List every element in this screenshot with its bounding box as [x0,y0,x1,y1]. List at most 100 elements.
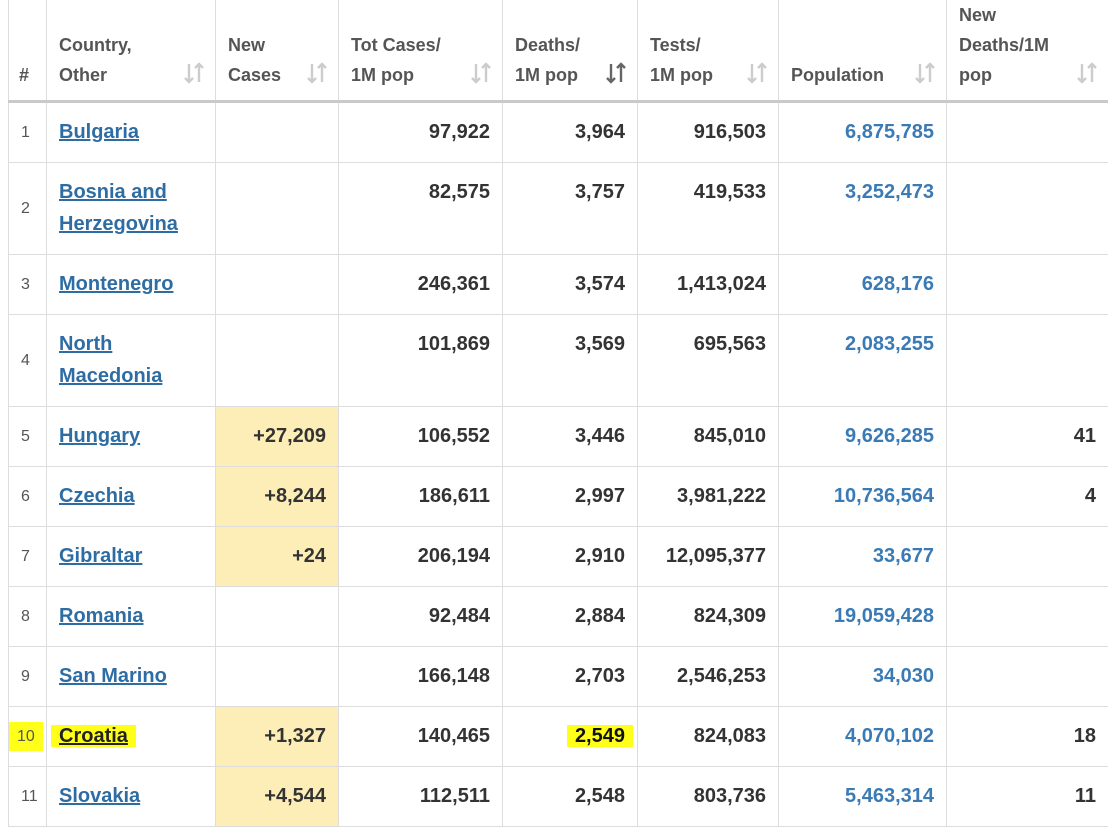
population[interactable]: 10,736,564 [834,485,934,507]
table-row: 11 Slovakia +4,544 112,511 2,548 803,736 5,463… [9,767,1108,827]
population[interactable]: 33,677 [873,545,934,567]
column-header[interactable]: Country, Other [47,0,216,102]
deaths-per-million-cell: 2,910 [503,527,638,587]
country-cell: Gibraltar [47,527,216,587]
population-cell: 5,463,314 [779,767,947,827]
tests-per-million: 1,413,024 [677,273,766,295]
country[interactable]: San Marino [59,665,167,687]
rank-cell: 2 [9,163,47,255]
country[interactable]: Romania [59,605,143,627]
tests-per-million-cell: 2,546,253 [638,647,779,707]
sort-icon[interactable] [306,62,328,84]
population-cell: 34,030 [779,647,947,707]
deaths-per-million: 2,549 [567,725,633,747]
sort-icon[interactable] [914,62,936,84]
total-cases-per-million: 112,511 [420,785,490,807]
new-cases-cell: +27,209 [216,407,339,467]
column-header[interactable]: Tests/ 1M pop [638,0,779,102]
deaths-per-million: 2,548 [575,785,625,807]
column-header[interactable]: Tot Cases/ 1M pop [339,0,503,102]
country-cell: Hungary [47,407,216,467]
country-cell: Bulgaria [47,102,216,163]
new-cases-cell: +8,244 [216,467,339,527]
country[interactable]: Montenegro [59,273,173,295]
country[interactable]: Croatia [51,725,136,747]
new-deaths-per-million: 41 [1074,425,1096,447]
rank-cell: 9 [9,647,47,707]
sort-icon[interactable] [470,62,492,84]
new-cases-cell [216,102,339,163]
tests-per-million: 419,533 [694,181,766,203]
new-deaths-per-million-cell [947,647,1108,707]
deaths-per-million-cell: 3,574 [503,255,638,315]
rank: 3 [21,276,30,293]
population[interactable]: 4,070,102 [845,725,934,747]
rank-cell: 7 [9,527,47,587]
rank: 11 [21,788,38,805]
tests-per-million-cell: 824,083 [638,707,779,767]
population[interactable]: 5,463,314 [845,785,934,807]
population[interactable]: 6,875,785 [845,121,934,143]
population[interactable]: 34,030 [873,665,934,687]
tests-per-million-cell: 916,503 [638,102,779,163]
rank-cell: 5 [9,407,47,467]
rank: 9 [21,668,30,685]
country[interactable]: Bulgaria [59,121,139,143]
country-cell: Bosnia and Herzegovina [47,163,216,255]
country[interactable]: North Macedonia [59,333,162,387]
total-cases-per-million-cell: 140,465 [339,707,503,767]
population[interactable]: 628,176 [862,273,934,295]
new-cases-cell [216,163,339,255]
country[interactable]: Bosnia and Herzegovina [59,181,178,235]
population[interactable]: 19,059,428 [834,605,934,627]
total-cases-per-million-cell: 206,194 [339,527,503,587]
country-cell: Montenegro [47,255,216,315]
population[interactable]: 9,626,285 [845,425,934,447]
country[interactable]: Slovakia [59,785,140,807]
deaths-per-million-cell: 3,446 [503,407,638,467]
country-cell: Romania [47,587,216,647]
sort-icon[interactable] [605,62,627,84]
deaths-per-million: 3,574 [575,273,625,295]
population[interactable]: 2,083,255 [845,333,934,355]
country[interactable]: Gibraltar [59,545,142,567]
deaths-per-million: 3,757 [575,181,625,203]
total-cases-per-million: 101,869 [418,333,490,355]
sort-icon[interactable] [746,62,768,84]
new-cases-cell: +4,544 [216,767,339,827]
new-cases-cell [216,255,339,315]
total-cases-per-million: 97,922 [429,121,490,143]
population[interactable]: 3,252,473 [845,181,934,203]
sort-icon[interactable] [183,62,205,84]
sort-icon[interactable] [1076,62,1098,84]
column-header[interactable]: New Deaths/1M pop [947,0,1108,102]
column-header[interactable]: New Cases [216,0,339,102]
new-cases-cell: +24 [216,527,339,587]
population-cell: 3,252,473 [779,163,947,255]
total-cases-per-million: 92,484 [429,605,490,627]
total-cases-per-million-cell: 112,511 [339,767,503,827]
rank-cell: 3 [9,255,47,315]
column-header[interactable]: Population [779,0,947,102]
deaths-per-million-cell: 2,997 [503,467,638,527]
column-header[interactable]: Deaths/ 1M pop [503,0,638,102]
tests-per-million: 2,546,253 [677,665,766,687]
deaths-per-million: 2,884 [575,605,625,627]
tests-per-million-cell: 845,010 [638,407,779,467]
deaths-per-million: 3,446 [575,425,625,447]
new-cases: +24 [292,545,326,567]
tests-per-million-cell: 824,309 [638,587,779,647]
tests-per-million: 824,083 [694,725,766,747]
country[interactable]: Hungary [59,425,140,447]
total-cases-per-million: 206,194 [418,545,490,567]
population-cell: 4,070,102 [779,707,947,767]
new-deaths-per-million-cell [947,315,1108,407]
tests-per-million-cell: 803,736 [638,767,779,827]
country[interactable]: Czechia [59,485,135,507]
